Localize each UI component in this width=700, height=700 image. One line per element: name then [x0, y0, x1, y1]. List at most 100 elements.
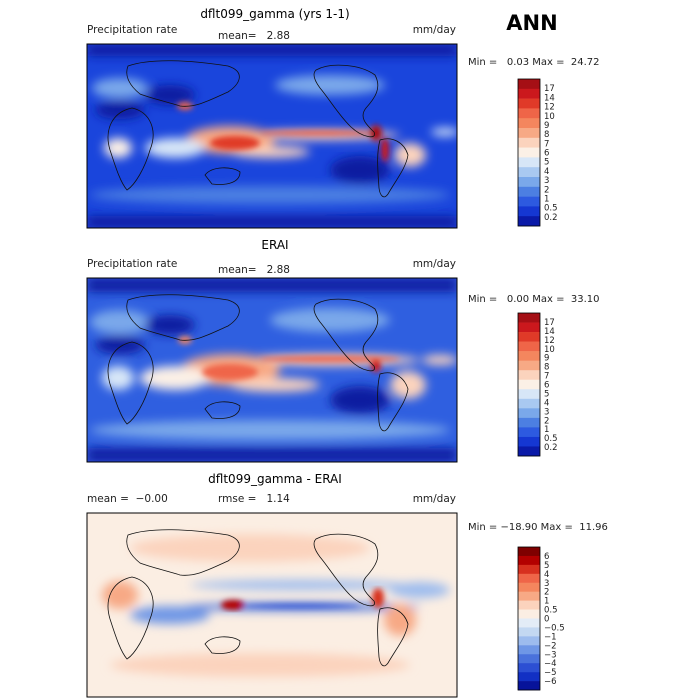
indian-ocean-wet	[145, 138, 205, 158]
storm-track-atlantic	[92, 78, 148, 98]
colorbar-tick-label: 6	[544, 381, 549, 391]
south-america-coast	[381, 138, 389, 162]
colorbar-tick-label: 2	[544, 588, 549, 598]
colorbar-tick-label: −2	[544, 641, 557, 651]
panel-reference: ERAI Precipitation rate mean= 2.88 mm/da…	[86, 238, 600, 463]
colorbar-swatch	[518, 564, 540, 575]
colorbar-tick-label: 7	[544, 139, 549, 149]
colorbar-tick-label: −4	[544, 659, 557, 669]
colorbar-swatch	[518, 88, 540, 99]
colorbar-swatch	[518, 379, 540, 390]
colorbar-swatch	[518, 167, 540, 178]
colorbar-swatch	[518, 645, 540, 655]
colorbar-swatch	[518, 618, 540, 628]
panel-units-label: mm/day	[413, 24, 456, 36]
diff-northern-mid-lat	[130, 534, 370, 562]
colorbar-swatch	[518, 600, 540, 610]
colorbar-swatch	[518, 573, 540, 584]
itcz-core	[260, 130, 380, 136]
diff-pos-maritime	[221, 600, 245, 610]
colorbar-swatch	[518, 98, 540, 109]
panel-minmax: Min = 0.03 Max = 24.72	[468, 57, 600, 68]
colorbar-tick-label: 3	[544, 579, 549, 589]
coastlines	[107, 294, 409, 432]
polar-dry-south	[87, 216, 457, 228]
coastlines	[107, 529, 409, 667]
colorbar-tick-label: 3	[544, 407, 549, 417]
panel-mean-label: mean= 2.88	[218, 30, 290, 42]
colorbar-swatch	[518, 547, 540, 557]
colorbar-tick-label: −1	[544, 632, 557, 642]
colorbar-tick-label: 4	[544, 398, 549, 408]
panel-units-label: mm/day	[413, 493, 456, 505]
panel-units-label: mm/day	[413, 258, 456, 270]
colorbar-tick-label: 2	[544, 185, 549, 195]
colorbar-tick-label: 6	[544, 552, 549, 562]
colorbar-tick-label: 1	[544, 425, 549, 435]
colorbar-tick-label: 14	[544, 93, 555, 103]
panel-minmax: Min = −18.90 Max = 11.96	[468, 522, 608, 533]
asia-dry	[145, 85, 195, 105]
colorbar-swatch	[518, 417, 540, 428]
colorbar-swatch	[518, 636, 540, 646]
colorbar-tick-label: 1	[544, 597, 549, 607]
colorbar-swatch	[518, 108, 540, 119]
colorbar-tick-label: 12	[544, 103, 555, 113]
colorbar-tick-label: 6	[544, 149, 549, 159]
colorbar-swatch	[518, 216, 540, 227]
colorbar-swatch	[518, 627, 540, 637]
colorbar-swatch	[518, 436, 540, 447]
storm-track-atlantic	[90, 310, 150, 334]
colorbar-tick-label: 5	[544, 158, 549, 168]
colorbar-tick-label: 2	[544, 416, 549, 426]
map-frame	[86, 43, 458, 229]
asia-dry	[145, 315, 195, 335]
colorbar-swatch	[518, 555, 540, 566]
panel-mean-label: mean = −0.00	[87, 493, 168, 505]
colorbar-tick-label: −3	[544, 650, 557, 660]
colorbar-frame	[517, 78, 541, 227]
polar-dry-north	[87, 44, 457, 56]
colorbar-tick-label: −5	[544, 668, 557, 678]
panel-rmse-label: rmse = 1.14	[218, 493, 290, 505]
colorbar-swatch	[518, 408, 540, 419]
map-frame	[86, 277, 458, 463]
colorbar-tick-label: 17	[544, 84, 555, 94]
panel-model: dflt099_gamma (yrs 1-1) Precipitation ra…	[86, 7, 600, 229]
colorbar-tick-label: 9	[544, 354, 549, 364]
coastlines	[107, 60, 409, 198]
colorbar-swatch	[518, 360, 540, 371]
panel-title: ERAI	[261, 238, 288, 252]
atlantic-itcz	[431, 128, 457, 136]
precip-diff-map	[87, 513, 457, 697]
southern-storm-track	[90, 420, 450, 440]
colorbar-tick-label: 3	[544, 176, 549, 186]
panel-title: dflt099_gamma (yrs 1-1)	[200, 7, 349, 21]
colorbar-frame	[517, 546, 541, 691]
central-america-max	[371, 360, 381, 372]
colorbar-tick-label: 8	[544, 363, 549, 373]
colorbar-tick-label: 17	[544, 318, 555, 328]
diff-wet-atlantic	[390, 582, 450, 598]
colorbar-swatch	[518, 177, 540, 188]
storm-track-pacific	[275, 75, 385, 95]
spcz	[230, 146, 310, 158]
panel-variable-label: Precipitation rate	[87, 258, 177, 270]
colorbar-swatch	[518, 609, 540, 619]
colorbar-swatch	[518, 313, 540, 323]
colorbar-tick-label: 0.5	[544, 434, 558, 444]
precip-map-model	[87, 44, 457, 228]
amazon-wet	[390, 371, 426, 399]
diff-wet-africa	[102, 581, 138, 609]
colorbar-swatch	[518, 128, 540, 139]
central-america-max	[370, 125, 382, 141]
colorbar-swatch	[518, 591, 540, 601]
colorbar-swatch	[518, 147, 540, 158]
colorbar-swatch	[518, 663, 540, 673]
subtropic-dry-se-pacific	[330, 156, 390, 184]
colorbar-frame	[517, 312, 541, 457]
colorbar-tick-label: 0.5	[544, 204, 558, 214]
